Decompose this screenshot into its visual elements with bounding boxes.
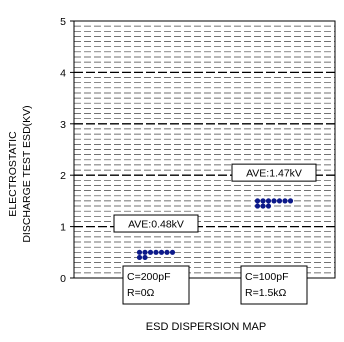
annotations: AVE:0.48kV C=200pF R=0Ω AVE:1.47kV C=100pF R=…: [113, 163, 317, 305]
y-axis-label-line-2: DISCHARGE TEST ESD(KV): [21, 105, 33, 242]
data-point: [282, 198, 288, 204]
y-tick-label: 4: [60, 67, 66, 79]
data-point: [164, 249, 170, 255]
y-axis-label-line-1: ELECTROSTATIC: [7, 131, 19, 217]
grid-lines: [74, 25, 335, 274]
average-label-box: [231, 163, 317, 182]
data-point: [271, 198, 277, 204]
data-point: [254, 198, 261, 204]
data-point: [147, 249, 154, 255]
data-point: [142, 254, 148, 261]
average-label-box: [113, 214, 199, 233]
data-points: [136, 198, 294, 261]
condition-label: R=1.5kΩ: [245, 287, 287, 299]
data-point: [254, 203, 261, 209]
data-point: [260, 203, 266, 209]
data-point: [287, 198, 294, 204]
average-label: AVE:1.47kV: [246, 168, 302, 180]
condition-label: C=200pF: [127, 271, 171, 283]
condition-label: C=100pF: [245, 271, 289, 283]
data-point: [136, 249, 143, 255]
y-tick-label: 5: [60, 16, 66, 28]
y-tick-label: 2: [60, 170, 66, 182]
y-tick-label: 1: [60, 222, 66, 234]
condition-label: R=0Ω: [127, 287, 155, 299]
data-point: [136, 254, 143, 261]
data-point: [265, 198, 272, 204]
y-axis: 0 1 2 3 4 5: [60, 16, 74, 285]
y-tick-label: 0: [60, 273, 66, 285]
condition-label-box: [122, 265, 190, 305]
y-tick-label: 3: [60, 119, 66, 131]
condition-label-box: [240, 265, 308, 305]
data-point: [265, 203, 272, 209]
data-point: [169, 249, 176, 255]
x-axis-label: ESD DISPERSION MAP: [146, 321, 266, 333]
data-point: [153, 249, 159, 255]
data-point: [158, 249, 165, 255]
plot-area-frame: [73, 20, 336, 279]
data-point: [276, 198, 283, 204]
average-label: AVE:0.48kV: [128, 219, 184, 231]
data-point: [260, 198, 266, 204]
data-point: [142, 249, 148, 255]
